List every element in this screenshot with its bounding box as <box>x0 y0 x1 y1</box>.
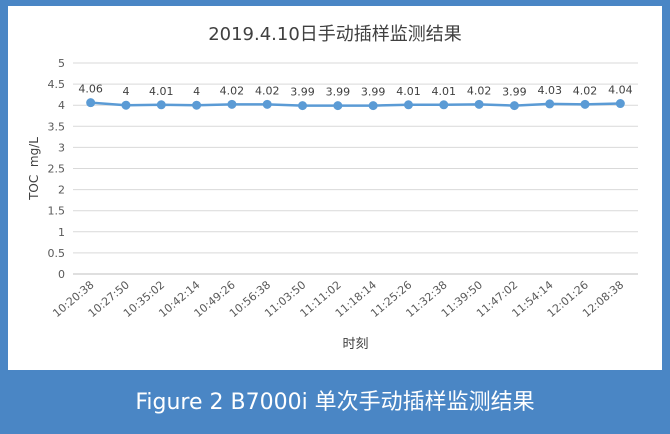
data-label: 3.99 <box>326 86 351 99</box>
data-label: 4.01 <box>149 85 174 98</box>
data-label: 3.99 <box>290 86 315 99</box>
data-label: 4.02 <box>573 84 598 97</box>
data-point <box>474 99 484 109</box>
y-tick-label: 4 <box>58 99 65 112</box>
y-tick-label: 3 <box>58 141 65 154</box>
y-tick-label: 2 <box>58 184 65 197</box>
chart-title: 2019.4.10日手动插样监测结果 <box>208 24 462 45</box>
data-point <box>227 99 237 109</box>
data-label: 4.04 <box>608 84 633 97</box>
data-point <box>192 100 202 110</box>
figure-caption: Figure 2 B7000i 单次手动插样监测结果 <box>135 390 535 415</box>
y-tick-label: 0 <box>58 268 65 281</box>
data-point <box>298 101 308 111</box>
data-point <box>615 99 625 109</box>
data-point <box>333 101 343 111</box>
data-label: 4 <box>193 85 200 98</box>
data-label: 4.01 <box>432 85 457 98</box>
x-axis-title: 时刻 <box>342 337 368 352</box>
data-point <box>368 101 378 111</box>
y-axis-title: TOC mg/L <box>27 137 41 201</box>
data-point <box>156 100 166 110</box>
data-label: 4.01 <box>396 85 421 98</box>
y-tick-label: 0.5 <box>48 247 66 260</box>
y-tick-label: 1 <box>58 226 65 239</box>
data-label: 3.99 <box>361 86 386 99</box>
data-label: 3.99 <box>502 86 527 99</box>
data-label: 4.03 <box>537 84 562 97</box>
data-point <box>439 100 449 110</box>
data-point <box>121 100 131 110</box>
series-line <box>90 101 621 107</box>
data-label: 4.02 <box>467 84 492 97</box>
data-label: 4 <box>122 85 129 98</box>
data-label: 4.02 <box>255 84 280 97</box>
data-point <box>545 99 555 109</box>
y-tick-label: 2.5 <box>48 163 66 176</box>
data-point <box>262 99 272 109</box>
data-label: 4.06 <box>78 83 103 96</box>
data-point <box>509 101 519 111</box>
data-point <box>403 100 413 110</box>
data-label: 4.02 <box>220 84 245 97</box>
chart-panel: 2019.4.10日手动插样监测结果 0 0.5 1 1.5 2 2.5 3 3.5 4 4.5 5… <box>8 6 662 370</box>
y-tick-label: 3.5 <box>48 120 66 133</box>
y-tick-label: 1.5 <box>48 205 66 218</box>
y-tick-label: 4.5 <box>48 78 66 91</box>
data-point <box>580 99 590 109</box>
data-point <box>86 98 96 108</box>
y-tick-label: 5 <box>58 57 65 70</box>
